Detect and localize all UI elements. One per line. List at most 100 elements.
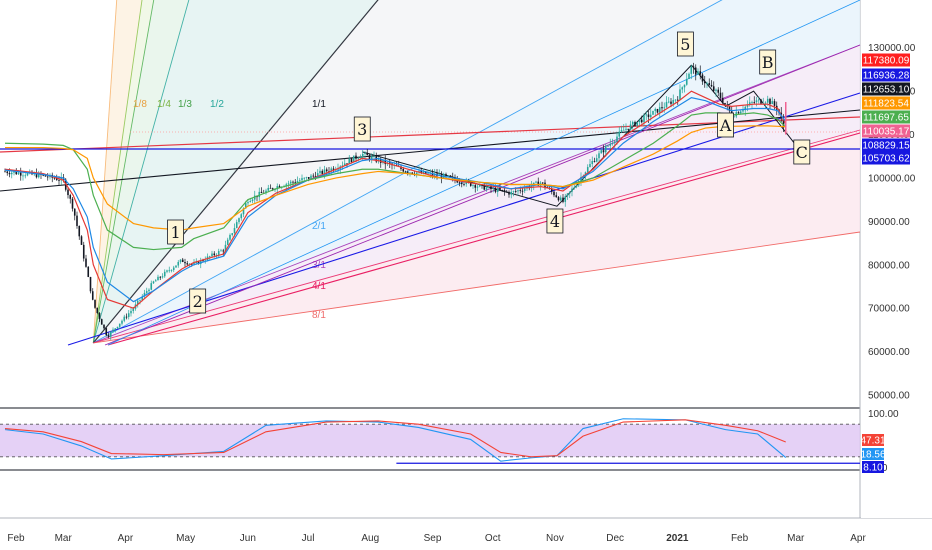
candle-body [517,190,519,192]
candle-body [157,276,159,281]
price-tag-label: 111823.54 [863,99,909,110]
candle-body [683,84,686,88]
price-tick-label: 70000.00 [868,304,910,315]
rsi-pane [0,418,860,464]
candle-body [721,97,724,103]
time-tick-label: Apr [118,533,134,544]
candle-body [715,89,717,91]
wave-label-text: 5 [680,35,690,54]
price-tag-background [862,96,910,110]
candle-body [22,175,24,177]
candle-body [598,153,600,159]
time-tick-label: Nov [546,533,564,544]
candle-body [148,289,150,292]
candle-body [535,181,537,183]
candle-body [233,228,236,234]
time-tick-label: Apr [850,533,866,544]
price-axis[interactable]: 130000.00120000.00110000.00100000.009000… [860,0,932,518]
rsi-tick-label: 100.00 [868,409,899,420]
wave-label-1[interactable]: 1 [167,219,185,245]
candle-body [370,156,373,160]
candle-body [60,177,63,181]
violet-channel-line [104,44,861,346]
wave-label-4[interactable]: 4 [546,208,564,234]
candle-body [490,186,492,189]
candle-body [688,73,690,80]
candle-body [699,71,702,75]
candle-body [355,155,357,159]
candle-body [449,175,452,177]
time-tick-label: Dec [606,533,624,544]
candle-body [82,244,85,259]
candle-body [670,101,672,104]
wave-label-5[interactable]: 5 [676,31,694,57]
rsi-tag-label: 8.10 [863,463,883,474]
candle-body [514,191,517,193]
candle-body [701,74,704,82]
fan-line [93,231,861,344]
candle-body [636,122,639,126]
candle-body [427,173,429,175]
red-resistance-line [0,116,861,153]
price-tag-label: 110035.17 [863,127,910,138]
candle-body [67,189,69,196]
candle-body [247,202,249,204]
candle-body [724,102,726,105]
wave-labels[interactable]: 1 2 3 4 5 A B C [167,31,811,314]
candle-body [208,256,211,258]
candle-body [469,181,472,186]
candle-body [728,106,731,112]
candle-body [402,168,405,172]
candle-body [645,114,648,116]
candle-body [78,225,81,237]
candle-body [634,121,636,126]
candle-body [305,177,308,178]
candle-body [269,187,272,189]
candle-body [168,270,171,272]
candle-body [242,208,245,215]
candle-body [625,128,627,130]
wave-label-c[interactable]: C [793,139,811,165]
candle-body [748,102,751,106]
time-axis[interactable]: Feb Mar Apr May Jun Jul Aug Sep Oct Nov Dec 2021 Feb… [7,533,866,544]
candle-body [251,199,254,202]
candle-body [661,107,663,109]
price-tick-label: 80000.00 [868,260,910,271]
fan-label: 4/1 [312,281,326,292]
candle-body [766,98,769,103]
moving-averages [4,90,787,309]
candle-body [672,99,675,104]
trend-lines[interactable] [0,0,861,346]
candle-body [733,116,735,118]
wave-label-text: A [719,116,732,135]
candle-body [109,331,112,337]
candle-body [388,162,391,164]
candle-body [445,174,447,176]
wave-label-b[interactable]: B [759,49,777,75]
candle-body [229,234,231,240]
time-tick-label: Feb [7,533,25,544]
wave-label-2[interactable]: 2 [189,288,207,314]
candle-body [287,183,290,185]
candle-body [87,266,90,277]
candle-body [708,83,711,85]
candle-body [618,131,621,137]
candle-body [769,98,771,105]
candle-body [555,195,558,198]
candle-body [697,71,699,75]
candle-body [17,172,20,175]
candle-body [512,191,515,193]
candle-body [325,169,328,172]
candle-body [616,136,618,142]
candle-body [602,150,605,153]
wave-label-text: 3 [357,120,367,139]
wave-label-a[interactable]: A [717,112,734,138]
candle-body [24,175,27,177]
candle-body [676,99,679,101]
rsi-tag-label: 18.56 [860,450,885,461]
candle-body [739,111,742,114]
wave-label-text: 1 [171,223,181,242]
candle-body [742,110,744,112]
wave-label-3[interactable]: 3 [353,116,371,142]
